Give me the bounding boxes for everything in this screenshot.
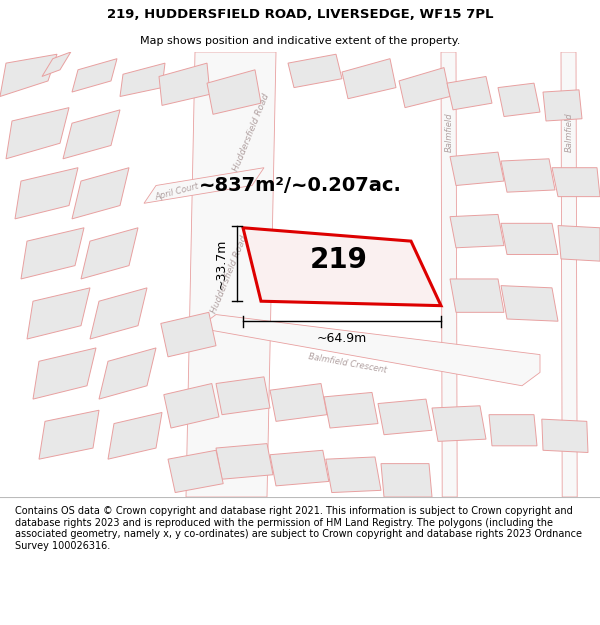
Polygon shape <box>399 68 450 108</box>
Polygon shape <box>216 377 270 414</box>
Polygon shape <box>39 410 99 459</box>
Polygon shape <box>501 159 555 192</box>
Polygon shape <box>326 457 381 492</box>
Polygon shape <box>561 52 577 497</box>
Polygon shape <box>27 288 90 339</box>
Polygon shape <box>432 406 486 441</box>
Polygon shape <box>161 312 216 357</box>
Polygon shape <box>270 450 329 486</box>
Text: ~33.7m: ~33.7m <box>215 238 228 289</box>
Text: Balmfield Crescent: Balmfield Crescent <box>308 352 388 375</box>
Polygon shape <box>198 314 540 386</box>
Polygon shape <box>501 286 558 321</box>
Polygon shape <box>542 419 588 452</box>
Polygon shape <box>21 228 84 279</box>
Text: 219, HUDDERSFIELD ROAD, LIVERSEDGE, WF15 7PL: 219, HUDDERSFIELD ROAD, LIVERSEDGE, WF15… <box>107 8 493 21</box>
Polygon shape <box>207 70 261 114</box>
Polygon shape <box>441 52 457 497</box>
Polygon shape <box>164 384 219 428</box>
Polygon shape <box>489 414 537 446</box>
Polygon shape <box>450 214 504 248</box>
Polygon shape <box>63 110 120 159</box>
Polygon shape <box>501 223 558 254</box>
Polygon shape <box>99 348 156 399</box>
Polygon shape <box>72 168 129 219</box>
Text: ~64.9m: ~64.9m <box>317 332 367 346</box>
Polygon shape <box>90 288 147 339</box>
Polygon shape <box>381 464 432 497</box>
Polygon shape <box>144 168 264 203</box>
Polygon shape <box>42 52 71 76</box>
Polygon shape <box>498 83 540 116</box>
Polygon shape <box>186 52 276 497</box>
Polygon shape <box>159 63 210 106</box>
Text: Balmfield: Balmfield <box>564 112 574 152</box>
Text: ~837m²/~0.207ac.: ~837m²/~0.207ac. <box>199 176 401 195</box>
Text: April Court: April Court <box>154 182 200 203</box>
Polygon shape <box>450 279 504 312</box>
Text: Contains OS data © Crown copyright and database right 2021. This information is : Contains OS data © Crown copyright and d… <box>15 506 582 551</box>
Polygon shape <box>378 399 432 435</box>
Polygon shape <box>243 228 441 306</box>
Text: Huddersfield Road: Huddersfield Road <box>231 92 271 172</box>
Text: Balmfield: Balmfield <box>444 112 454 152</box>
Polygon shape <box>15 168 78 219</box>
Polygon shape <box>120 63 165 96</box>
Polygon shape <box>447 76 492 110</box>
Polygon shape <box>6 107 69 159</box>
Polygon shape <box>108 412 162 459</box>
Text: 219: 219 <box>310 246 368 274</box>
Polygon shape <box>552 168 600 197</box>
Polygon shape <box>558 226 600 261</box>
Text: Huddersfield Road: Huddersfield Road <box>209 234 249 315</box>
Polygon shape <box>324 392 378 428</box>
Polygon shape <box>543 90 582 121</box>
Polygon shape <box>216 444 273 479</box>
Polygon shape <box>33 348 96 399</box>
Polygon shape <box>342 59 396 99</box>
Polygon shape <box>270 384 327 421</box>
Polygon shape <box>0 54 57 96</box>
Polygon shape <box>72 59 117 92</box>
Polygon shape <box>81 228 138 279</box>
Polygon shape <box>288 54 342 88</box>
Polygon shape <box>450 152 504 186</box>
Polygon shape <box>168 450 223 493</box>
Text: Map shows position and indicative extent of the property.: Map shows position and indicative extent… <box>140 36 460 46</box>
